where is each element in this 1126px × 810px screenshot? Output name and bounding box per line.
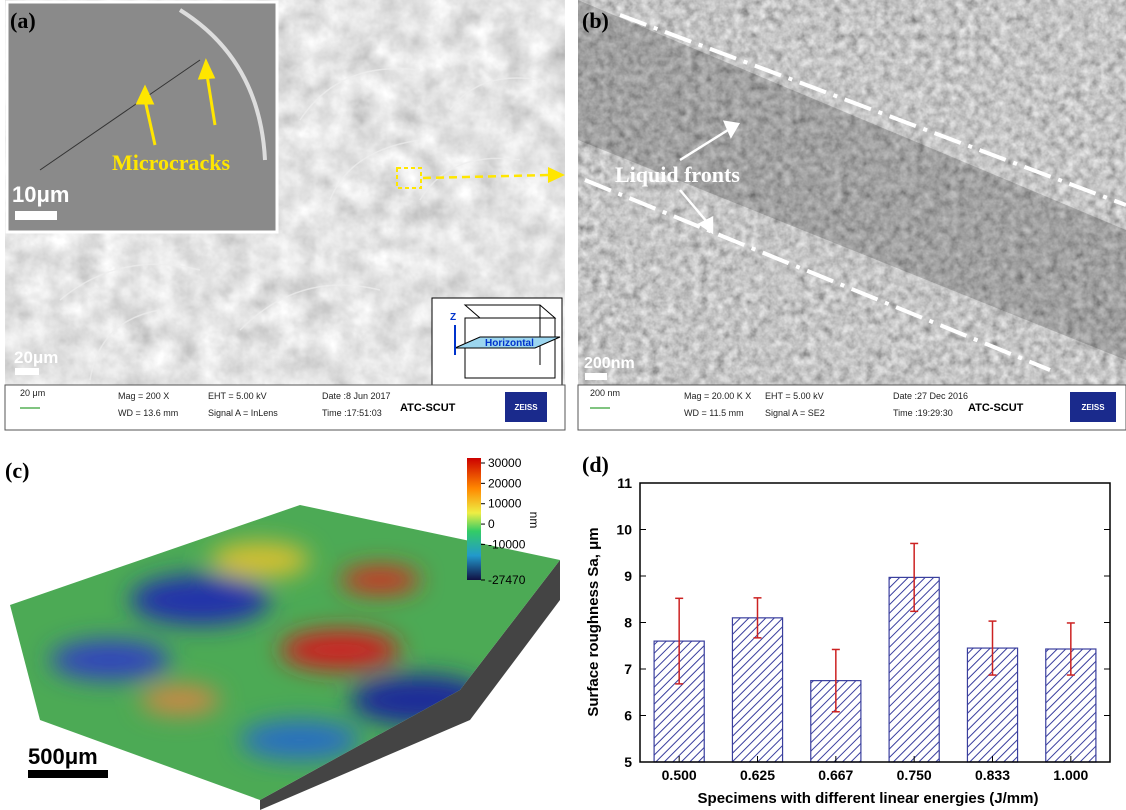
scale-bar bbox=[585, 373, 607, 380]
info: Date :27 Dec 2016 bbox=[893, 391, 968, 401]
surface-side bbox=[260, 560, 560, 810]
scale-bar bbox=[28, 770, 108, 778]
scale-label: 200nm bbox=[584, 355, 635, 372]
orientation-box: Z Horizontal bbox=[431, 297, 563, 386]
front-lines bbox=[584, 13, 1126, 372]
inset-track bbox=[178, 8, 267, 161]
track bbox=[578, 0, 1126, 360]
info: Time :17:51:03 bbox=[322, 408, 382, 418]
info: ATC-SCUT bbox=[400, 402, 456, 414]
info: Signal A = InLens bbox=[208, 408, 278, 418]
info: Signal A = SE2 bbox=[765, 408, 825, 418]
panel-b: Liquid fronts (b) 200nm 200 nm Mag = 20.… bbox=[577, 0, 1126, 431]
colorbar-tick-label: -27470 bbox=[488, 573, 526, 587]
info: ATC-SCUT bbox=[968, 402, 1024, 414]
panel-label: (d) bbox=[582, 452, 609, 477]
y-tick-label: 7 bbox=[624, 661, 632, 677]
arrowhead bbox=[548, 167, 565, 183]
x-tick-label: 1.000 bbox=[1053, 767, 1088, 783]
info-bar bbox=[4, 384, 566, 431]
logo-text: ZEISS bbox=[1081, 403, 1105, 412]
info: Date :8 Jun 2017 bbox=[322, 391, 391, 401]
annotation: Liquid fronts bbox=[615, 162, 740, 187]
panel-d: (d) Specimens with different linear ener… bbox=[582, 452, 1111, 807]
x-tick-label: 0.667 bbox=[818, 767, 853, 783]
y-tick-label: 8 bbox=[624, 615, 632, 631]
info-bar bbox=[577, 384, 1126, 431]
scale-label: 500μm bbox=[28, 744, 98, 769]
zoom-box bbox=[396, 167, 422, 189]
crack bbox=[39, 59, 201, 171]
error-bar bbox=[910, 542, 919, 613]
zoom-arrow bbox=[422, 173, 551, 180]
melt-tracks bbox=[59, 67, 541, 381]
axis-label: Z bbox=[450, 312, 456, 323]
info: Mag = 200 X bbox=[118, 391, 169, 401]
colorbar-tick-label: 10000 bbox=[488, 497, 522, 511]
logo bbox=[505, 392, 547, 422]
bar bbox=[731, 617, 784, 763]
colorbar-unit: nm bbox=[527, 512, 541, 529]
error-bar bbox=[1066, 622, 1075, 676]
x-tick-label: 0.500 bbox=[662, 767, 697, 783]
colorbar-tick-label: 30000 bbox=[488, 456, 522, 470]
scale-label: 10μm bbox=[12, 182, 70, 207]
scale-bar bbox=[15, 368, 39, 375]
y-axis-title: Surface roughness Sa, μm bbox=[585, 527, 602, 716]
y-tick-label: 6 bbox=[624, 708, 632, 724]
info: Mag = 20.00 K X bbox=[684, 391, 751, 401]
x-tick-label: 0.625 bbox=[740, 767, 775, 783]
error-bar bbox=[753, 597, 762, 639]
info: Time :19:29:30 bbox=[893, 408, 953, 418]
y-tick-label: 10 bbox=[616, 522, 632, 538]
info: WD = 11.5 mm bbox=[684, 408, 744, 418]
info: EHT = 5.00 kV bbox=[208, 391, 267, 401]
colorbar-tick-label: 20000 bbox=[488, 476, 522, 490]
scale-bar bbox=[15, 211, 57, 220]
plot-frame bbox=[639, 482, 1111, 763]
info: WD = 13.6 mm bbox=[118, 408, 178, 418]
x-tick-label: 0.833 bbox=[975, 767, 1010, 783]
error-bar bbox=[675, 597, 684, 685]
y-tick-label: 9 bbox=[624, 568, 632, 584]
panel-a: Microcracks 10μm (a) 20μm Z Horizontal 2… bbox=[4, 0, 566, 431]
y-tick-label: 5 bbox=[624, 754, 632, 770]
annotation: Microcracks bbox=[112, 150, 231, 175]
scale-label: 20μm bbox=[14, 348, 58, 367]
y-tick-label: 11 bbox=[617, 475, 632, 491]
panel-label: (c) bbox=[5, 458, 29, 483]
sem-image bbox=[578, 0, 1126, 385]
info: 20 μm bbox=[20, 388, 45, 398]
info: EHT = 5.00 kV bbox=[765, 391, 824, 401]
plane-label: Horizontal bbox=[485, 338, 534, 349]
colorbar-tick-label: 0 bbox=[488, 517, 495, 531]
colorbar bbox=[467, 458, 481, 580]
inset-image bbox=[5, 0, 279, 234]
logo-text: ZEISS bbox=[514, 403, 538, 412]
panel-c: (c) 30000 20000 10000 0 -10000 -27470 nm 500μ… bbox=[5, 456, 560, 810]
logo bbox=[1070, 392, 1116, 422]
error-bar bbox=[831, 648, 840, 713]
panel-label: (b) bbox=[582, 8, 609, 33]
panel-label: (a) bbox=[10, 8, 36, 33]
colorbar-tick-label: -10000 bbox=[488, 537, 526, 551]
x-tick-label: 0.750 bbox=[897, 767, 932, 783]
info: 200 nm bbox=[590, 388, 620, 398]
error-bar bbox=[988, 620, 997, 676]
x-axis-title: Specimens with different linear energies… bbox=[698, 790, 1039, 807]
arrows bbox=[679, 120, 741, 235]
arrows bbox=[135, 58, 217, 146]
